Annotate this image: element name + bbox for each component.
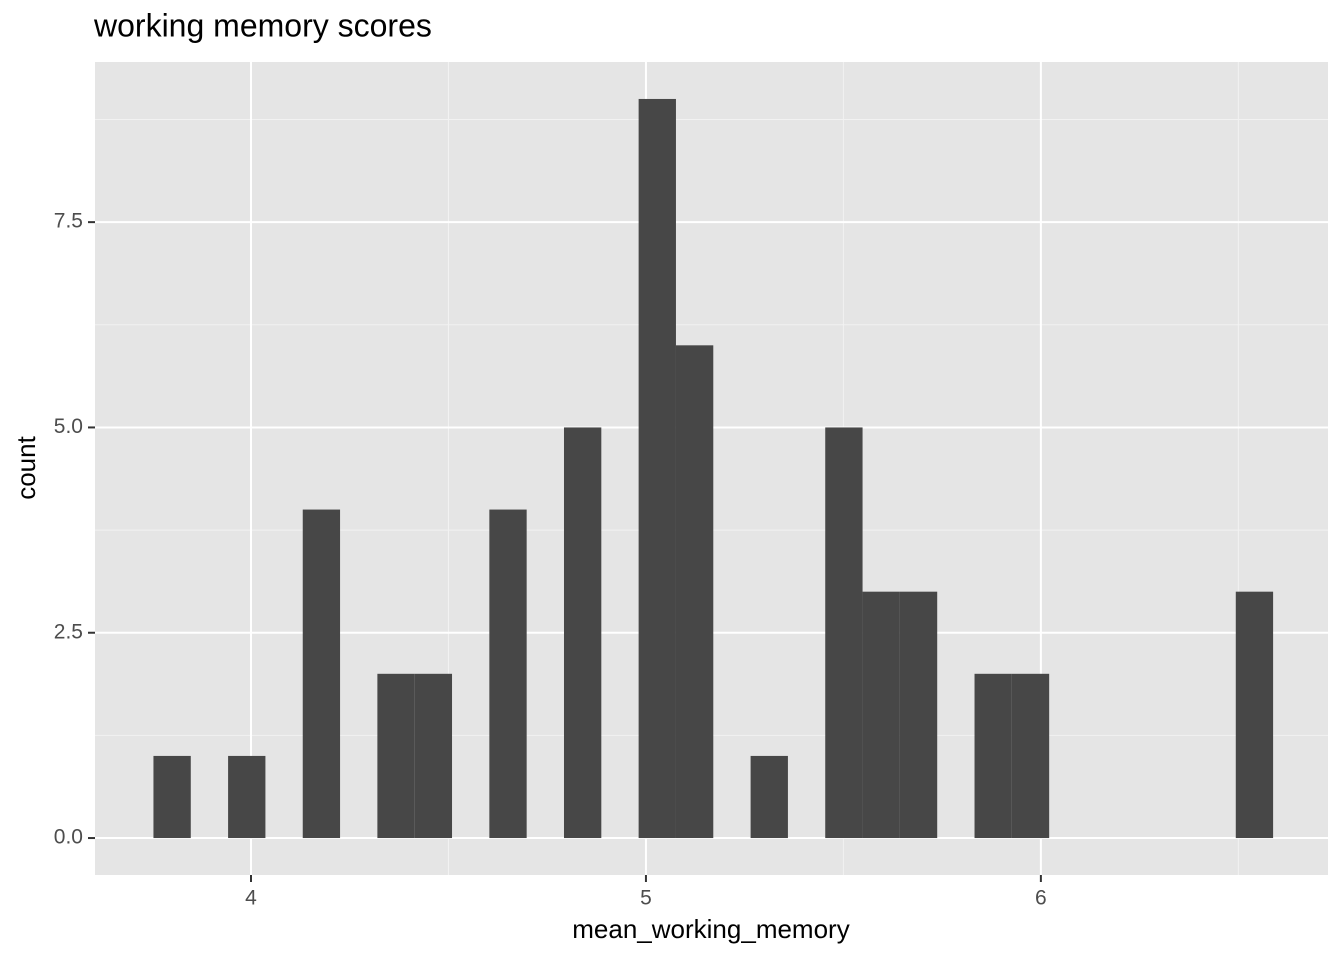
x-axis-title: mean_working_memory xyxy=(572,914,849,944)
bar xyxy=(302,509,341,839)
y-tick-label: 5.0 xyxy=(54,415,83,438)
y-axis-title: count xyxy=(11,435,41,499)
bar xyxy=(563,427,602,839)
bar xyxy=(1235,591,1274,839)
y-tick-label: 0.0 xyxy=(54,826,83,849)
bar xyxy=(974,673,1012,839)
bar xyxy=(675,345,714,839)
y-tick-label: 7.5 xyxy=(54,210,83,233)
bar xyxy=(414,673,453,839)
x-tick-label: 5 xyxy=(640,887,652,910)
x-tick-label: 4 xyxy=(245,887,257,910)
bar xyxy=(825,427,863,839)
bar xyxy=(1011,673,1050,839)
bar xyxy=(153,755,191,839)
bar xyxy=(377,673,415,839)
bar xyxy=(228,755,266,839)
bar xyxy=(862,591,900,839)
x-tick-label: 6 xyxy=(1035,887,1047,910)
axes: 0.0 2.5 5.0 7.5 4 5 6 xyxy=(54,210,1047,910)
bar xyxy=(489,509,527,839)
chart-title: working memory scores xyxy=(93,7,432,43)
bar xyxy=(750,755,788,839)
bars xyxy=(153,98,1274,839)
bar xyxy=(638,98,676,839)
y-tick-label: 2.5 xyxy=(54,620,83,643)
bar xyxy=(899,591,938,839)
